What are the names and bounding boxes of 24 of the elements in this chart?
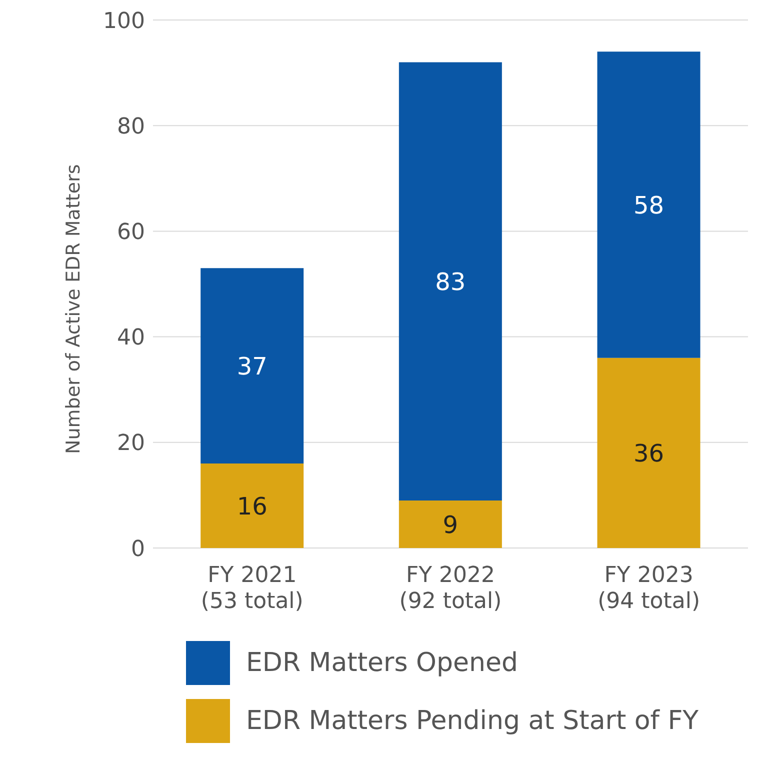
data-label: 83 <box>435 268 466 296</box>
bar <box>398 62 502 500</box>
y-tick-label: 60 <box>117 220 145 246</box>
bar <box>597 358 700 548</box>
y-tick-label: 100 <box>103 8 145 34</box>
y-axis-title: Number of Active EDR Matters <box>62 164 85 454</box>
data-label: 37 <box>236 352 268 380</box>
bar <box>398 500 502 548</box>
bar <box>597 52 700 358</box>
legend-label: EDR Matters Pending at Start of FY <box>246 706 699 736</box>
x-tick-label: FY 2021 (53 total) <box>200 563 304 614</box>
y-tick-label: 20 <box>117 431 145 456</box>
bar <box>200 464 304 548</box>
data-label: 9 <box>442 510 458 539</box>
y-tick-label: 80 <box>117 114 145 140</box>
y-tick-label: 40 <box>117 326 145 351</box>
data-label: 16 <box>236 492 268 520</box>
data-label: 58 <box>633 191 664 220</box>
data-label: 36 <box>633 439 664 468</box>
x-tick-label: FY 2023 (94 total) <box>598 563 700 614</box>
y-tick-label: 0 <box>131 536 145 562</box>
x-tick-label: FY 2022 (92 total) <box>399 563 502 614</box>
legend-label: EDR Matters Opened <box>246 648 518 678</box>
bar <box>200 268 304 464</box>
